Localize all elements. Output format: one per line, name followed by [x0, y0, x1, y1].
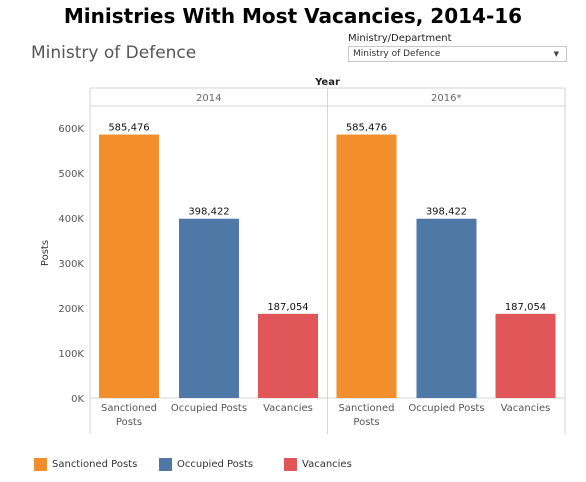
x-category-label: Sanctioned	[339, 403, 395, 414]
panel-header-2016: 2016*	[431, 93, 461, 104]
bar-2014-2	[258, 313, 318, 398]
legend-swatch-sanctioned	[34, 458, 47, 471]
column-header-year: Year	[314, 77, 340, 88]
bar-value-label: 187,054	[267, 302, 308, 313]
bar-2016-1	[416, 218, 477, 398]
y-tick-label: 500K	[58, 169, 84, 180]
bar-2014-1	[179, 218, 239, 398]
legend-label-occupied: Occupied Posts	[177, 459, 254, 470]
legend-label-vacancies: Vacancies	[302, 459, 352, 470]
x-category-label: Occupied Posts	[171, 403, 247, 414]
x-category-label: Posts	[353, 417, 379, 428]
x-category-label: Vacancies	[501, 403, 551, 414]
x-category-label: Posts	[116, 417, 142, 428]
x-category-label: Vacancies	[263, 403, 313, 414]
y-tick-label: 400K	[58, 214, 84, 225]
bar-value-label: 585,476	[346, 123, 387, 134]
y-tick-label: 100K	[58, 349, 84, 360]
bar-value-label: 398,422	[188, 207, 229, 218]
bar-value-label: 187,054	[505, 302, 546, 313]
chart-subtitle: Ministry of Defence	[31, 43, 197, 63]
ministry-filter-value: Ministry of Defence	[353, 49, 441, 59]
filter-label: Ministry/Department	[348, 33, 452, 44]
chevron-down-icon[interactable]: ▼	[553, 50, 559, 58]
bar-value-label: 585,476	[108, 123, 149, 134]
legend-swatch-occupied	[159, 458, 172, 471]
panel-header-2014: 2014	[196, 93, 221, 104]
x-category-label: Occupied Posts	[408, 403, 484, 414]
y-tick-label: 0K	[71, 394, 84, 405]
y-tick-label: 600K	[58, 124, 84, 135]
y-tick-label: 200K	[58, 304, 84, 315]
bar-2014-0	[99, 134, 159, 398]
legend-label-sanctioned: Sanctioned Posts	[52, 459, 138, 470]
bar-chart: Year 0K 100K 200K 300K 400K 500K 600K Posts 2014 5…	[40, 77, 566, 434]
y-tick-label: 300K	[58, 259, 84, 270]
chart-title: Ministries With Most Vacancies, 2014-16	[63, 4, 523, 28]
x-category-label: Sanctioned	[101, 403, 157, 414]
bar-2016-2	[495, 313, 556, 398]
y-axis-label: Posts	[40, 240, 51, 266]
legend-item-vacancies[interactable]: Vacancies	[284, 458, 352, 472]
legend-item-occupied[interactable]: Occupied Posts	[159, 458, 253, 472]
legend-swatch-vacancies	[284, 458, 297, 471]
bar-2016-0	[336, 134, 397, 398]
ministry-filter-dropdown[interactable]: Ministry of Defence ▼	[348, 46, 567, 62]
bar-value-label: 398,422	[426, 207, 467, 218]
legend-item-sanctioned[interactable]: Sanctioned Posts	[34, 458, 137, 472]
